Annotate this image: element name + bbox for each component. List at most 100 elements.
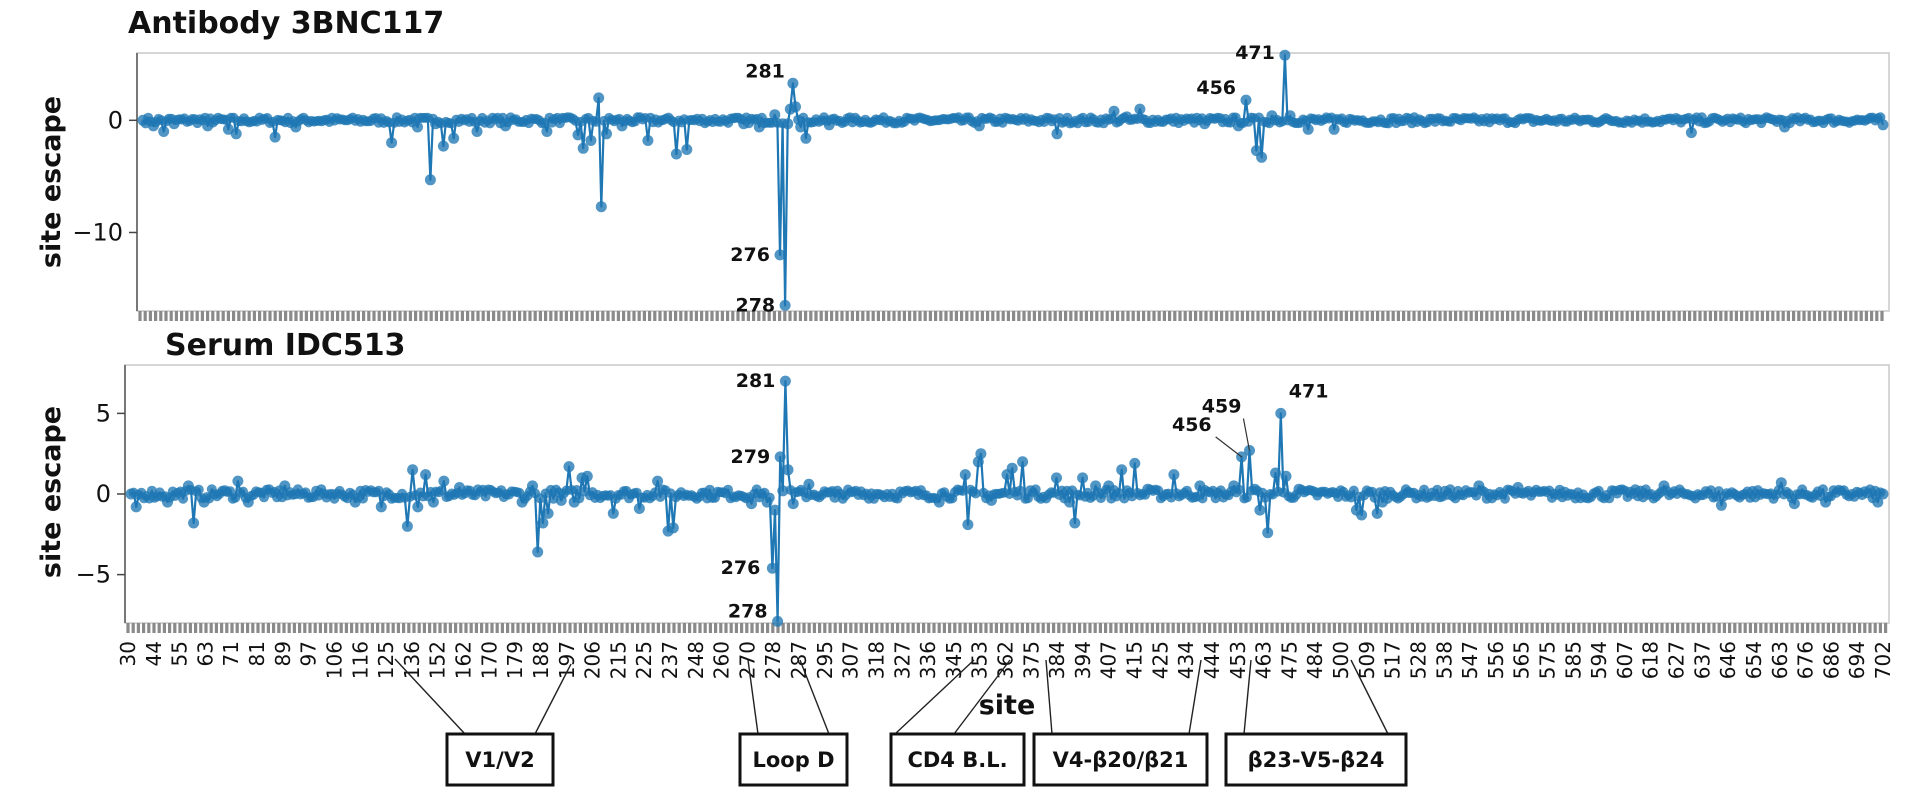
- panel-2-site-point: [438, 475, 450, 487]
- panel-2-site-point: [1275, 407, 1287, 419]
- region-label: β23-V5-β24: [1248, 748, 1385, 772]
- panel-2-site-point: [975, 448, 987, 460]
- panel-2-site-point: [532, 546, 544, 558]
- x-tick-label: 463: [1252, 641, 1276, 679]
- panel-2-series: [125, 375, 1889, 627]
- panel-1-site-point: [1279, 49, 1291, 61]
- panel-2-site-point: [1116, 464, 1128, 476]
- panel-2-site-point: [407, 464, 419, 476]
- x-tick-label: 30: [116, 641, 140, 666]
- panel-2-site-point: [581, 470, 593, 482]
- x-tick-label: 575: [1536, 641, 1560, 679]
- panel-1-site-point: [448, 132, 460, 144]
- region-leader-left: [747, 659, 759, 735]
- region-label: V4-β20/β21: [1053, 748, 1189, 772]
- panel-2-site-point: [420, 469, 432, 481]
- panel-1-site-point: [782, 118, 794, 130]
- panel-2-site-point: [1244, 445, 1255, 456]
- x-tick-label: 676: [1794, 641, 1818, 679]
- panel-2-site-point: [427, 496, 439, 508]
- panel-2-site-point: [764, 492, 775, 503]
- x-tick-label: 278: [761, 641, 785, 679]
- x-tick-label: 618: [1639, 641, 1663, 679]
- panel-1-site-point: [386, 137, 398, 149]
- panel-2-y-tick-label: −5: [76, 561, 111, 589]
- region-leader-right: [799, 659, 830, 735]
- panel-2-site-point: [358, 493, 368, 504]
- x-tick-label: 565: [1510, 641, 1534, 679]
- x-tick-label: 654: [1742, 641, 1766, 679]
- x-tick-label: 353: [968, 641, 992, 679]
- panel-2-site-point: [259, 492, 269, 503]
- panel-1-site-point: [572, 129, 584, 141]
- panel-2-site-point: [375, 501, 387, 513]
- region-label: Loop D: [752, 748, 834, 772]
- panel-2-site-point: [401, 520, 413, 532]
- x-tick-label: 627: [1665, 641, 1689, 679]
- panel-1-y-tick-label: −10: [72, 218, 123, 246]
- panel-2-site-point: [542, 507, 554, 519]
- x-tick-label: 336: [916, 641, 940, 679]
- panel-antibody: Antibody 3BNC117 site escape 0 −10 281 276…: [36, 6, 1890, 321]
- panel-2-site-point: [178, 493, 189, 504]
- panel-2-site-point: [1877, 488, 1889, 500]
- panel-serum: Serum IDC513 site escape 50−5 2812792762…: [36, 328, 1895, 721]
- x-tick-label: 71: [219, 641, 243, 666]
- x-tick-label: 517: [1381, 641, 1405, 679]
- panel-1-annotation-278: 278: [735, 294, 775, 316]
- x-tick-label: 287: [787, 641, 811, 679]
- panel-1-site-point: [769, 109, 781, 121]
- panel-2-annotation-459: 459: [1202, 395, 1242, 417]
- panel-2-site-point: [746, 498, 757, 510]
- x-tick-label: 260: [710, 641, 734, 679]
- panel-1-site-point: [1134, 103, 1146, 115]
- panel-1-site-point: [585, 135, 597, 146]
- panel-2-site-point: [1241, 492, 1252, 503]
- panel-2-site-point: [1775, 477, 1787, 489]
- panel-1-annotation-471: 471: [1235, 42, 1275, 64]
- panel-1-site-point: [437, 140, 449, 152]
- panel-2-site-point: [1030, 484, 1041, 495]
- panel-2-y-ticks: 5 0 −5: [76, 399, 125, 589]
- panel-2-site-point: [1234, 484, 1244, 495]
- panel-1-site-point: [795, 121, 807, 133]
- panel-2-site-point: [769, 504, 781, 516]
- panel-1-x-tick-marks: [138, 311, 1884, 321]
- panel-2-site-point: [607, 507, 619, 519]
- x-tick-label: 295: [813, 641, 837, 679]
- x-tick-label: 327: [890, 641, 914, 679]
- panel-2-site-point: [1872, 496, 1884, 508]
- x-tick-label: 509: [1355, 641, 1379, 679]
- panel-1-site-point: [779, 299, 791, 311]
- panel-2-site-point: [1051, 472, 1062, 484]
- panel-2-annotation-281: 281: [736, 370, 776, 392]
- panel-1-site-point: [577, 142, 589, 154]
- panel-2-site-point: [933, 496, 945, 508]
- panel-2-site-point: [1788, 498, 1800, 510]
- panel-2-site-point: [1129, 457, 1141, 469]
- x-tick-label: 475: [1277, 641, 1301, 679]
- panel-2-site-point: [1006, 462, 1018, 474]
- panel-2-site-point: [1064, 496, 1076, 508]
- panel-1-site-point: [471, 126, 483, 137]
- x-tick-label: 97: [297, 641, 321, 666]
- region-box: [1224, 732, 1408, 787]
- panel-2-site-point: [774, 451, 786, 463]
- panel-2-site-point: [563, 461, 575, 473]
- panel-2-site-point: [1604, 493, 1615, 504]
- x-tick-label: 538: [1432, 641, 1456, 679]
- x-tick-label: 607: [1613, 641, 1637, 679]
- panel-1-site-point: [790, 101, 801, 113]
- region-label: V1/V2: [465, 748, 534, 772]
- x-tick-label: 500: [1329, 641, 1353, 679]
- panel-2-y-tick-label: 5: [96, 399, 111, 427]
- region-box: [889, 732, 1026, 787]
- panel-2-site-point: [723, 484, 733, 495]
- region-box: [445, 732, 555, 787]
- x-tick-label: 237: [658, 641, 682, 679]
- region-leader-right: [1188, 659, 1202, 735]
- panel-1-site-point: [681, 144, 693, 155]
- panel-2-site-point: [1280, 470, 1292, 482]
- panel-2-y-tick-label: 0: [96, 480, 111, 508]
- panel-2-site-point: [412, 501, 424, 513]
